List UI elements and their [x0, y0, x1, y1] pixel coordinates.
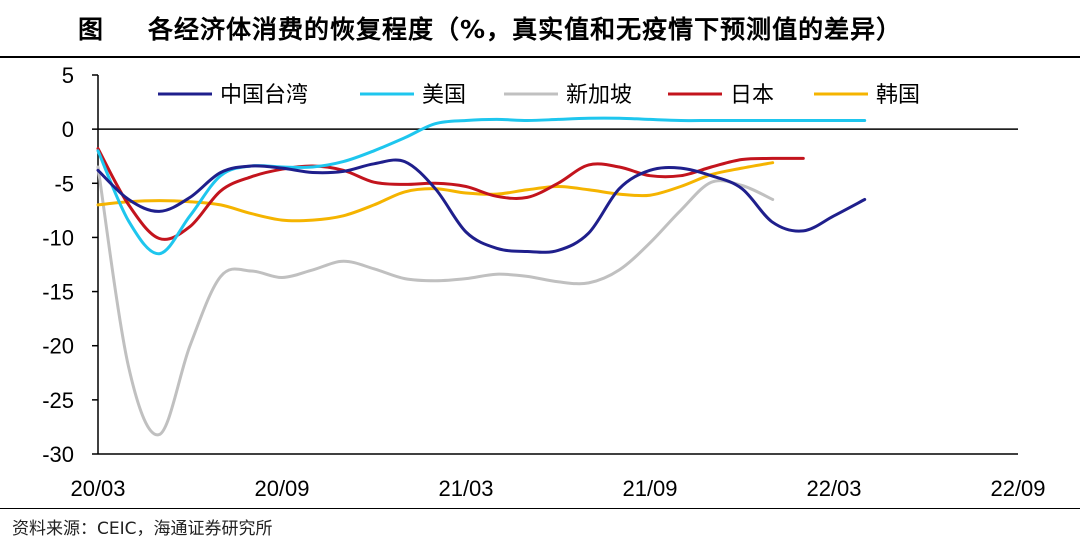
y-tick-label: -15	[42, 280, 74, 305]
x-tick-label: 22/03	[806, 476, 861, 501]
series-line-3	[96, 165, 775, 437]
y-tick-label: -25	[42, 388, 74, 413]
x-tick-label: 22/09	[990, 476, 1045, 501]
source-divider	[0, 508, 1080, 509]
series-line-2	[96, 116, 867, 256]
figure-label: 图	[78, 15, 105, 44]
y-tick-label: 5	[62, 63, 74, 88]
legend-label-5: 韩国	[876, 83, 920, 108]
chart-title-bar: 图 各经济体消费的恢复程度（%，真实值和无疫情下预测值的差异）	[0, 0, 1080, 56]
legend-label-1: 中国台湾	[220, 83, 308, 108]
y-tick-label: -10	[42, 225, 74, 250]
y-tick-label: -20	[42, 334, 74, 359]
chart-title: 各经济体消费的恢复程度（%，真实值和无疫情下预测值的差异）	[148, 15, 903, 44]
y-tick-label: -30	[42, 442, 74, 467]
source-note: 资料来源：CEIC，海通证券研究所	[12, 519, 273, 539]
series-line-4	[96, 147, 805, 241]
legend-label-4: 日本	[730, 83, 774, 108]
y-tick-label: 0	[62, 117, 74, 142]
legend-label-2: 美国	[422, 83, 466, 108]
line-chart: 5 0 -5 -10 -15 -20 -25 -30 20/03 20/09 21/03 21/09 2…	[42, 63, 1045, 501]
x-tick-label: 20/09	[254, 476, 309, 501]
series-line-1	[96, 158, 867, 254]
x-tick-label: 21/03	[438, 476, 493, 501]
x-tick-label: 20/03	[70, 476, 125, 501]
x-tick-label: 21/09	[622, 476, 677, 501]
title-divider	[0, 56, 1080, 58]
y-tick-label: -5	[54, 171, 74, 196]
legend-label-3: 新加坡	[566, 83, 632, 108]
